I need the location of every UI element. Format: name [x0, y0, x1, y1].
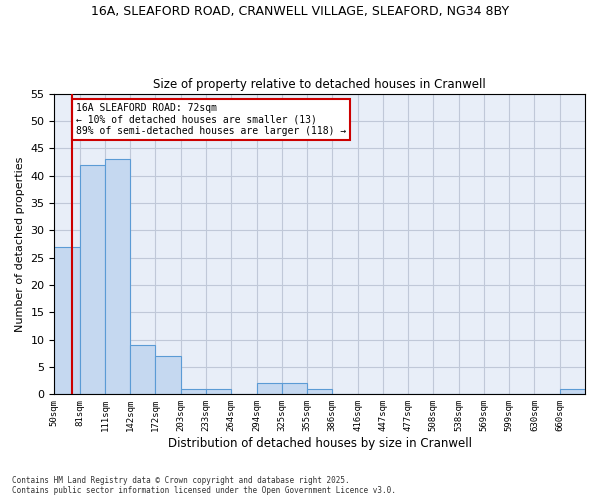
Bar — [560, 389, 585, 394]
Bar — [181, 389, 206, 394]
Bar — [130, 345, 155, 395]
Bar — [307, 389, 332, 394]
Text: 16A SLEAFORD ROAD: 72sqm
← 10% of detached houses are smaller (13)
89% of semi-d: 16A SLEAFORD ROAD: 72sqm ← 10% of detach… — [76, 102, 346, 136]
Text: Contains HM Land Registry data © Crown copyright and database right 2025.
Contai: Contains HM Land Registry data © Crown c… — [12, 476, 396, 495]
X-axis label: Distribution of detached houses by size in Cranwell: Distribution of detached houses by size … — [168, 437, 472, 450]
Bar — [80, 164, 105, 394]
Bar — [206, 389, 231, 394]
Bar — [105, 159, 130, 394]
Text: 16A, SLEAFORD ROAD, CRANWELL VILLAGE, SLEAFORD, NG34 8BY: 16A, SLEAFORD ROAD, CRANWELL VILLAGE, SL… — [91, 5, 509, 18]
Bar — [155, 356, 181, 395]
Title: Size of property relative to detached houses in Cranwell: Size of property relative to detached ho… — [154, 78, 486, 91]
Y-axis label: Number of detached properties: Number of detached properties — [15, 156, 25, 332]
Bar — [282, 384, 307, 394]
Bar — [55, 246, 80, 394]
Bar — [257, 384, 282, 394]
